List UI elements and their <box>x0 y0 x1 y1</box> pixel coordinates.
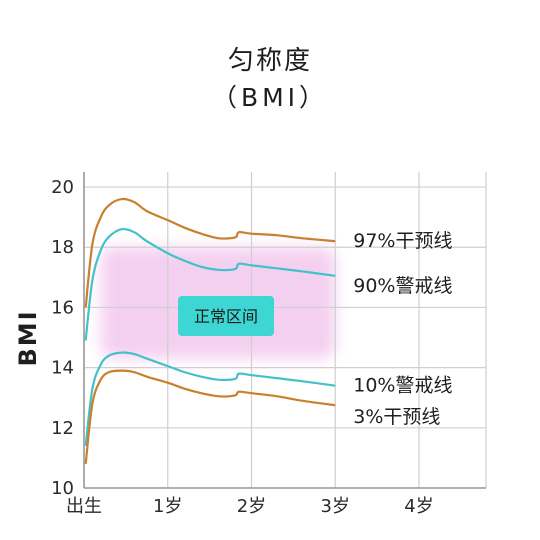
series-line-10 <box>84 351 336 446</box>
series-line-97 <box>84 197 336 308</box>
x-tick-label: 3岁 <box>321 496 350 517</box>
series-label: 97%干预线 <box>353 230 452 252</box>
y-tick-label: 16 <box>51 297 74 318</box>
series-line-3 <box>84 369 336 465</box>
x-tick-label: 出生 <box>66 496 102 517</box>
series-label: 3%干预线 <box>353 406 440 428</box>
y-tick-label: 20 <box>51 177 74 198</box>
series-line-90 <box>84 227 336 341</box>
chart-subtitle: （BMI） <box>211 83 329 112</box>
y-axis-label: BMI <box>14 309 42 366</box>
normal-zone-label: 正常区间 <box>194 307 258 326</box>
normal-zone-badge <box>178 296 274 336</box>
chart-title: 匀称度 <box>227 46 312 76</box>
y-tick-label: 18 <box>51 237 74 258</box>
series-label: 90%警戒线 <box>353 275 452 297</box>
x-tick-label: 2岁 <box>237 496 266 517</box>
x-tick-label: 1岁 <box>153 496 182 517</box>
series-label: 10%警戒线 <box>353 375 452 397</box>
y-tick-label: 10 <box>51 478 74 499</box>
x-tick-label: 4岁 <box>404 496 433 517</box>
y-tick-label: 14 <box>51 358 74 379</box>
y-tick-label: 12 <box>51 418 74 439</box>
